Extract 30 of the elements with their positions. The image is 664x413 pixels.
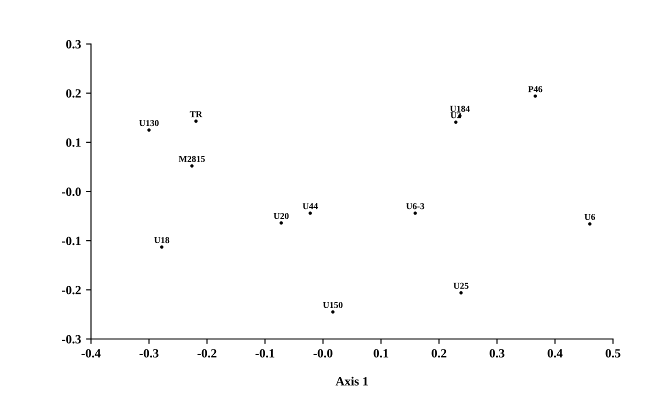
data-label: U44 bbox=[302, 203, 318, 210]
x-tick-label: 0.2 bbox=[432, 349, 446, 358]
data-label: U6 bbox=[584, 214, 596, 220]
y-tick-label: 0.1 bbox=[66, 138, 81, 147]
y-tick-label: 0.3 bbox=[66, 40, 81, 49]
y-tick-label: -0.0 bbox=[62, 188, 81, 196]
x-tick-label: 0.1 bbox=[374, 349, 388, 358]
y-tick-label: 0.2 bbox=[66, 89, 81, 98]
y-tick-label: -0.2 bbox=[62, 286, 81, 294]
data-label: U6-3 bbox=[406, 203, 424, 210]
data-label: U150 bbox=[323, 302, 343, 308]
x-tick-label: -0.1 bbox=[256, 349, 274, 358]
data-label: U18 bbox=[154, 237, 170, 244]
x-tick-label: -0.0 bbox=[314, 349, 332, 358]
x-tick-label: -0.2 bbox=[198, 349, 216, 358]
x-tick-label: -0.4 bbox=[82, 349, 101, 358]
data-label: U20 bbox=[274, 212, 289, 220]
data-label: U130 bbox=[139, 120, 159, 126]
data-label: P46 bbox=[528, 86, 542, 92]
x-axis-title: Axis 1 bbox=[336, 376, 368, 386]
data-label: U25 bbox=[453, 282, 468, 289]
x-tick-label: 0.4 bbox=[548, 349, 563, 358]
x-tick-label: 0.3 bbox=[490, 349, 504, 358]
y-tick-label: -0.1 bbox=[62, 236, 81, 246]
x-tick-label: 0.5 bbox=[606, 349, 620, 358]
data-label: U184 bbox=[450, 106, 470, 112]
data-label: M2815 bbox=[178, 156, 205, 162]
y-tick-label: -0.3 bbox=[62, 335, 81, 344]
x-tick-label: -0.3 bbox=[140, 349, 158, 358]
data-label: TR bbox=[190, 111, 202, 118]
